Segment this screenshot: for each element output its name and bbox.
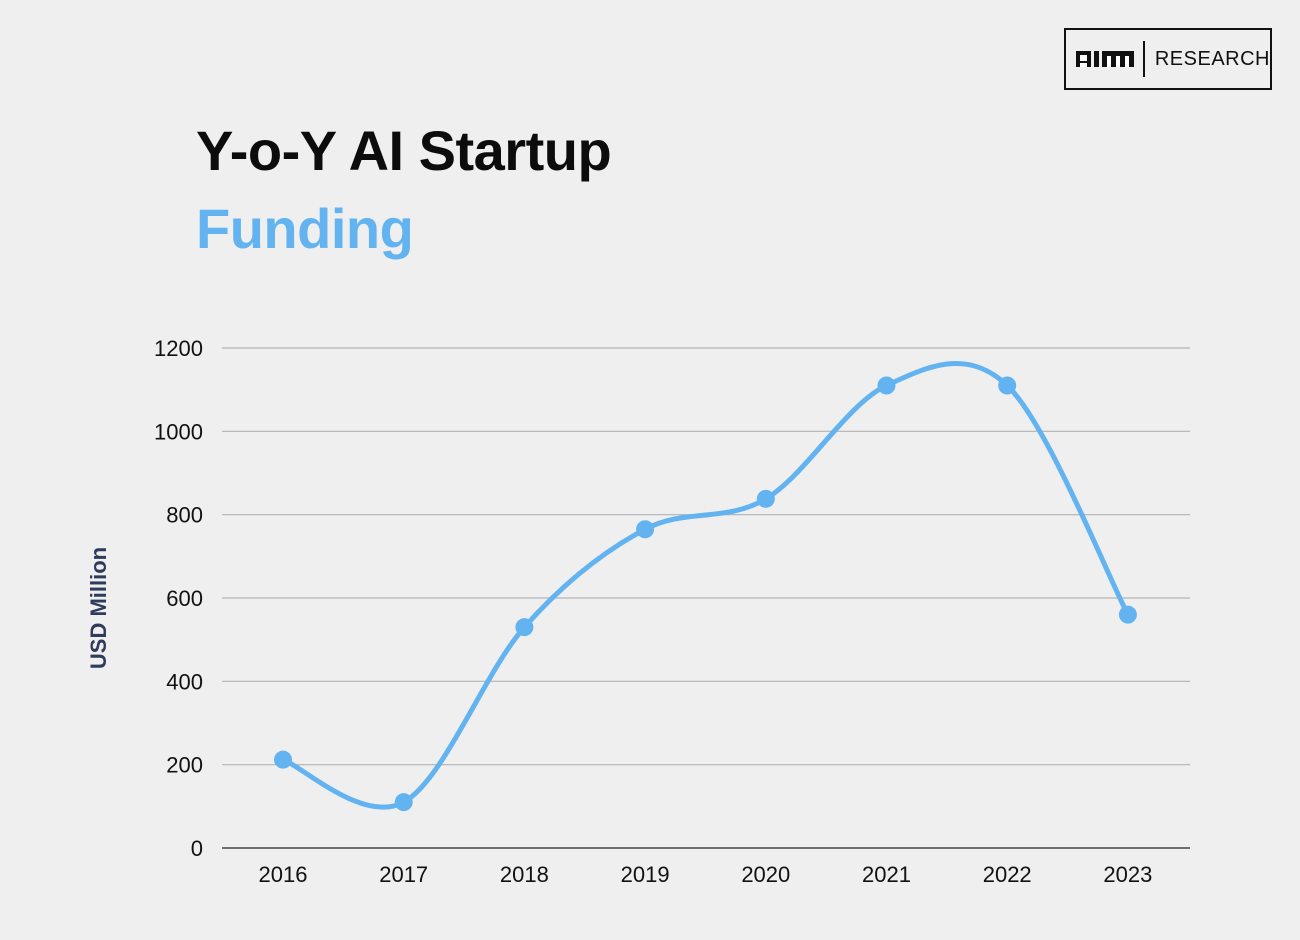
y-tick-label: 200	[166, 753, 203, 778]
data-point	[998, 376, 1017, 395]
data-point	[274, 750, 292, 769]
x-tick-label: 2017	[379, 862, 428, 887]
y-tick-label: 0	[191, 836, 203, 861]
logo-divider	[1143, 41, 1145, 77]
data-point	[515, 618, 534, 637]
data-point	[877, 376, 896, 395]
x-tick-label: 2023	[1103, 862, 1152, 887]
x-tick-label: 2016	[259, 862, 308, 887]
y-tick-label: 600	[166, 586, 203, 611]
x-tick-label: 2022	[983, 862, 1032, 887]
x-tick-label: 2020	[741, 862, 790, 887]
series-line	[280, 361, 1131, 810]
data-point	[1118, 605, 1137, 624]
x-tick-label: 2018	[500, 862, 549, 887]
logo-text: RESEARCH	[1154, 47, 1270, 70]
aim-logo-mark-icon	[1066, 48, 1143, 70]
y-tick-label: 400	[166, 669, 203, 694]
data-point	[394, 793, 413, 812]
data-point	[756, 489, 775, 508]
x-tick-label: 2021	[862, 862, 911, 887]
chart-title-line1: Y-o-Y AI Startup	[196, 119, 612, 182]
data-point	[636, 520, 655, 539]
y-tick-label: 1200	[154, 336, 203, 361]
aim-research-logo: RESEARCH	[1064, 28, 1272, 90]
y-tick-label: 1000	[154, 419, 203, 444]
y-tick-label: 800	[166, 503, 203, 528]
chart-title-line2: Funding	[196, 197, 414, 260]
x-tick-label: 2019	[621, 862, 670, 887]
